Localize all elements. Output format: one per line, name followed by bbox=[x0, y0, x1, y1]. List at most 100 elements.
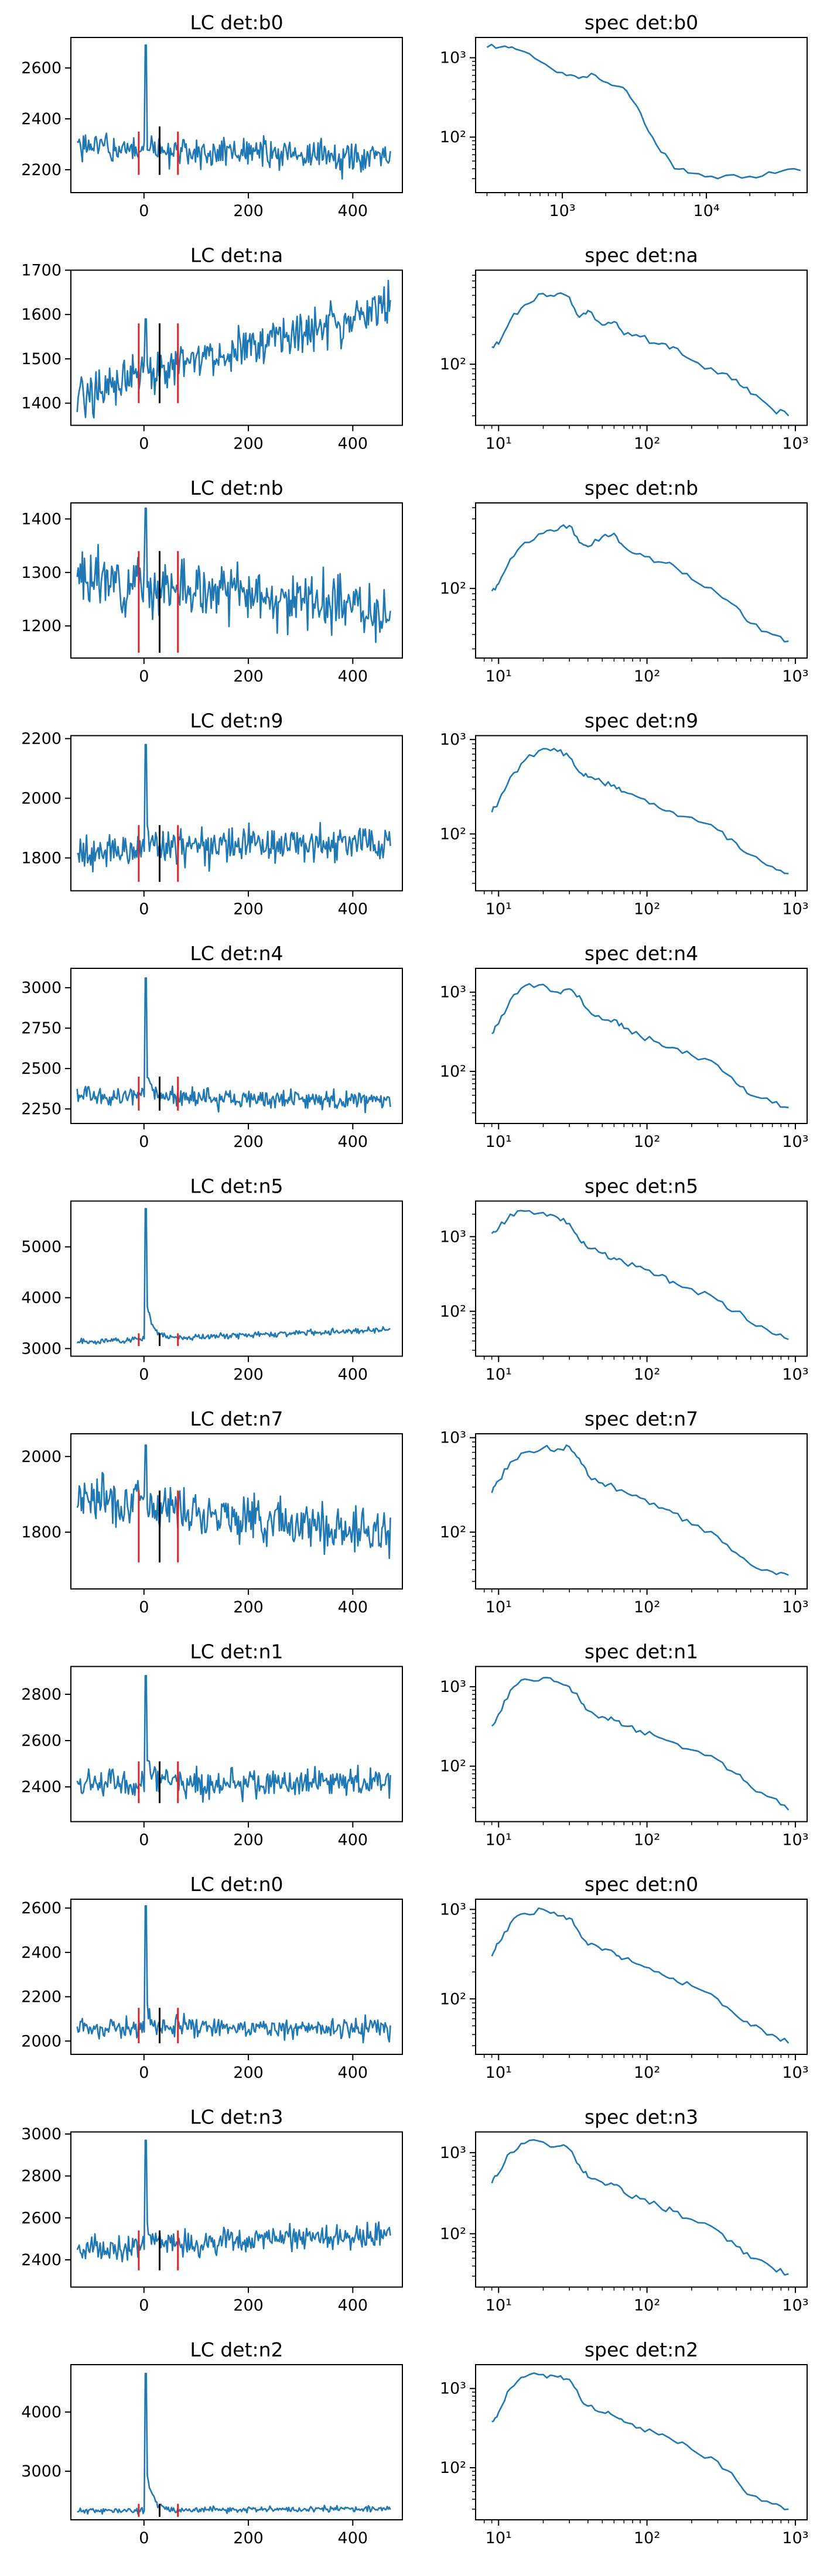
y-tick-label: 10² bbox=[440, 825, 466, 843]
x-tick-label: 200 bbox=[233, 1598, 264, 1616]
x-tick-label: 200 bbox=[233, 1133, 264, 1151]
x-tick-label: 0 bbox=[139, 2297, 149, 2315]
x-tick-label: 10³ bbox=[782, 667, 808, 686]
series-line bbox=[491, 524, 789, 643]
chart-title: LC det:n1 bbox=[190, 1640, 283, 1663]
y-tick-label: 10² bbox=[440, 355, 466, 374]
y-tick-label: 1500 bbox=[21, 350, 62, 368]
chart-panel: LC det:n3 0 200 400 2400 2600 2800 3000 bbox=[21, 2106, 403, 2315]
x-tick-label: 10¹ bbox=[486, 2297, 512, 2315]
x-tick-label: 0 bbox=[139, 1598, 149, 1616]
x-tick-label: 10² bbox=[634, 900, 660, 919]
y-tick-label: 1300 bbox=[21, 564, 62, 582]
x-tick-label: 0 bbox=[139, 900, 149, 919]
y-tick-label: 2750 bbox=[21, 1019, 62, 1037]
series-line bbox=[76, 1675, 391, 1803]
series-line bbox=[491, 1444, 789, 1576]
chart-title: spec det:n4 bbox=[585, 942, 698, 965]
y-tick-label: 2400 bbox=[21, 1944, 62, 1962]
plot-area bbox=[76, 279, 391, 419]
series-line bbox=[77, 744, 391, 873]
axes-frame bbox=[475, 1433, 808, 1590]
y-tick-label: 10³ bbox=[440, 2380, 466, 2398]
y-tick-label: 2800 bbox=[21, 2167, 62, 2186]
chart-panel: spec det:n0 10¹ 10² 10³ 10² 10³ bbox=[440, 1873, 809, 2082]
y-tick-label: 10³ bbox=[440, 2144, 466, 2162]
series-line bbox=[491, 292, 790, 417]
chart-title: LC det:n7 bbox=[190, 1407, 283, 1430]
plot-area bbox=[491, 524, 789, 643]
axes-frame bbox=[475, 2364, 808, 2520]
x-tick-label: 10³ bbox=[782, 2297, 808, 2315]
y-tick-label: 5000 bbox=[21, 1238, 62, 1256]
series-line bbox=[76, 1208, 391, 1345]
axes-frame bbox=[475, 2131, 808, 2288]
series-line bbox=[491, 2139, 789, 2276]
series-line bbox=[486, 43, 801, 180]
plot-area bbox=[491, 983, 789, 1108]
axes-frame bbox=[475, 37, 808, 193]
y-tick-label: 10³ bbox=[440, 1228, 466, 1246]
x-tick-label: 200 bbox=[233, 2297, 264, 2315]
chart-panel: LC det:na 0 200 400 1400 1500 1600 1700 bbox=[21, 244, 403, 453]
axes-frame bbox=[70, 1666, 403, 1823]
y-tick-label: 4000 bbox=[21, 2403, 62, 2421]
x-tick-label: 200 bbox=[233, 2064, 264, 2082]
plot-area bbox=[486, 43, 801, 180]
chart-panel: LC det:nb 0 200 400 1200 1300 1400 bbox=[21, 477, 403, 686]
series-line bbox=[76, 977, 391, 1114]
chart-title: LC det:n2 bbox=[190, 2338, 283, 2361]
chart-title: spec det:n7 bbox=[585, 1407, 698, 1430]
axes-frame bbox=[70, 37, 403, 193]
y-tick-label: 10³ bbox=[440, 984, 466, 1002]
y-tick-label: 10² bbox=[440, 1523, 466, 1542]
plot-area bbox=[491, 292, 790, 417]
y-tick-label: 2200 bbox=[21, 730, 62, 748]
y-tick-label: 3000 bbox=[21, 2125, 62, 2143]
series-line bbox=[491, 748, 789, 875]
plot-area bbox=[76, 44, 391, 180]
x-tick-label: 10¹ bbox=[486, 1598, 512, 1616]
axes-frame bbox=[475, 1899, 808, 2055]
x-tick-label: 400 bbox=[338, 2064, 368, 2082]
chart-panel: LC det:n0 0 200 400 2000 2200 2400 2600 bbox=[21, 1873, 403, 2082]
series-line bbox=[76, 507, 391, 643]
plot-area bbox=[76, 1208, 391, 1347]
chart-title: LC det:n5 bbox=[190, 1175, 283, 1198]
chart-panel: spec det:n3 10¹ 10² 10³ 10² 10³ bbox=[440, 2106, 809, 2315]
x-tick-label: 10³ bbox=[782, 1133, 808, 1151]
y-tick-label: 3000 bbox=[21, 979, 62, 997]
x-tick-label: 200 bbox=[233, 435, 264, 453]
plot-area bbox=[76, 2139, 391, 2270]
plot-area bbox=[491, 1444, 789, 1576]
x-tick-label: 10¹ bbox=[486, 2064, 512, 2082]
chart-panel: LC det:n4 0 200 400 2250 2500 2750 3000 bbox=[21, 942, 403, 1151]
y-tick-label: 10² bbox=[440, 1990, 466, 2008]
axes-frame bbox=[475, 269, 808, 426]
axes-frame bbox=[475, 502, 808, 659]
y-tick-label: 2800 bbox=[21, 1686, 62, 1704]
x-tick-label: 0 bbox=[139, 1366, 149, 1384]
chart-panel: spec det:n5 10¹ 10² 10³ 10² 10³ bbox=[440, 1175, 809, 1384]
y-tick-label: 3000 bbox=[21, 2462, 62, 2481]
axes-frame bbox=[70, 968, 403, 1124]
plot-area bbox=[491, 2139, 789, 2276]
x-tick-label: 0 bbox=[139, 2064, 149, 2082]
series-line bbox=[76, 2139, 391, 2263]
plot-area bbox=[76, 977, 391, 1114]
chart-title: spec det:n0 bbox=[585, 1873, 698, 1896]
chart-title: spec det:nb bbox=[585, 477, 698, 499]
plot-area bbox=[76, 1444, 391, 1563]
y-tick-label: 1600 bbox=[21, 306, 62, 324]
x-tick-label: 400 bbox=[338, 435, 368, 453]
axes-frame bbox=[70, 2364, 403, 2520]
series-line bbox=[491, 983, 789, 1108]
y-tick-label: 2400 bbox=[21, 1778, 62, 1796]
y-tick-label: 1200 bbox=[21, 617, 62, 635]
x-tick-label: 10³ bbox=[782, 2529, 808, 2547]
x-tick-label: 200 bbox=[233, 900, 264, 919]
series-line bbox=[491, 2372, 789, 2510]
plot-area bbox=[491, 748, 789, 875]
x-tick-label: 0 bbox=[139, 1831, 149, 1849]
y-tick-label: 2500 bbox=[21, 1060, 62, 1078]
